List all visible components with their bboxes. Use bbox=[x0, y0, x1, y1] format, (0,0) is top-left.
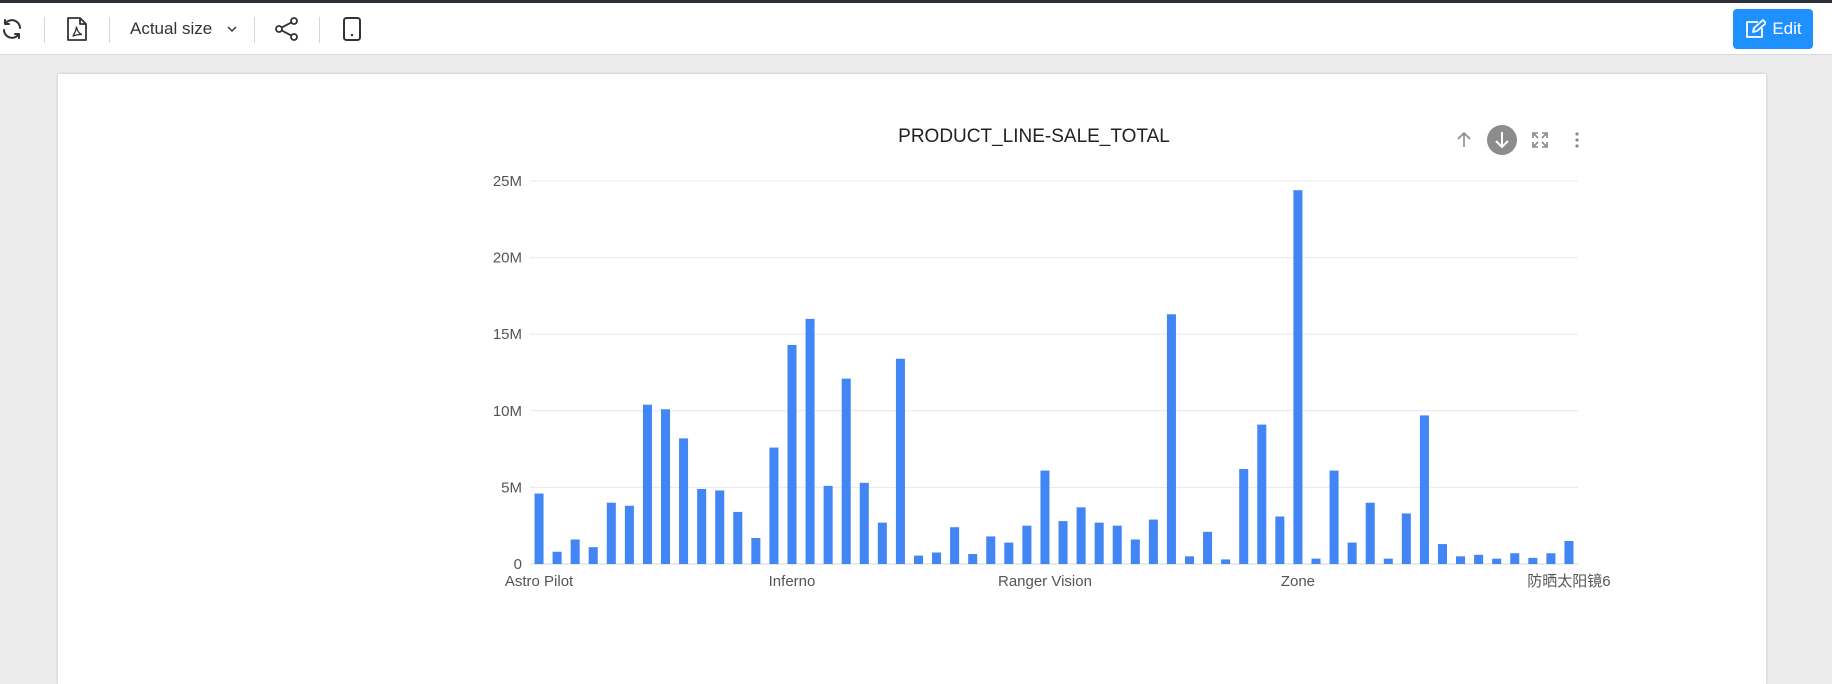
toolbar: Actual size Edit bbox=[0, 3, 1832, 55]
bar[interactable] bbox=[1293, 190, 1303, 564]
x-tick-label: Astro Pilot bbox=[505, 573, 574, 590]
pdf-icon[interactable] bbox=[63, 15, 91, 43]
bar[interactable] bbox=[1094, 522, 1104, 564]
bar[interactable] bbox=[1383, 558, 1393, 564]
y-tick-label: 25M bbox=[493, 173, 522, 190]
chart-title: PRODUCT_LINE-SALE_TOTAL bbox=[898, 126, 1170, 147]
edit-button-label: Edit bbox=[1772, 19, 1802, 38]
bar[interactable] bbox=[1257, 424, 1267, 564]
bar[interactable] bbox=[1347, 542, 1357, 564]
bar[interactable] bbox=[1275, 516, 1285, 564]
toolbar-divider bbox=[44, 17, 45, 43]
bar[interactable] bbox=[697, 488, 707, 564]
fullscreen-icon[interactable] bbox=[1525, 125, 1555, 155]
bar[interactable] bbox=[1040, 470, 1050, 564]
bar[interactable] bbox=[1004, 542, 1014, 564]
bar[interactable] bbox=[679, 438, 689, 564]
bar[interactable] bbox=[733, 511, 743, 564]
bar[interactable] bbox=[986, 536, 996, 564]
bar[interactable] bbox=[1076, 507, 1086, 564]
bar[interactable] bbox=[1456, 556, 1466, 564]
chevron-down-icon bbox=[225, 21, 239, 41]
report-canvas bbox=[58, 74, 1766, 684]
bar[interactable] bbox=[968, 554, 978, 564]
x-tick-label: Ranger Vision bbox=[998, 573, 1092, 590]
edit-icon bbox=[1744, 19, 1767, 39]
y-tick-label: 20M bbox=[493, 250, 522, 267]
y-tick-label: 0 bbox=[514, 556, 522, 573]
bar[interactable] bbox=[823, 485, 833, 564]
bar[interactable] bbox=[552, 551, 562, 564]
arrow-up-icon[interactable] bbox=[1449, 125, 1479, 155]
bar[interactable] bbox=[1166, 314, 1176, 564]
toolbar-divider bbox=[109, 17, 110, 43]
toolbar-divider bbox=[319, 17, 320, 43]
bar[interactable] bbox=[1221, 559, 1231, 564]
tablet-icon[interactable] bbox=[338, 15, 366, 43]
zoom-select[interactable]: Actual size bbox=[120, 15, 245, 43]
bar[interactable] bbox=[1419, 415, 1429, 564]
bar[interactable] bbox=[1329, 470, 1339, 564]
bar[interactable] bbox=[624, 505, 634, 564]
y-tick-label: 10M bbox=[493, 403, 522, 420]
bar[interactable] bbox=[1492, 558, 1502, 564]
x-tick-label: 防晒太阳镜6 bbox=[1527, 572, 1610, 590]
bar[interactable] bbox=[859, 482, 869, 564]
bar[interactable] bbox=[1437, 544, 1447, 564]
bar[interactable] bbox=[534, 493, 544, 564]
bar[interactable] bbox=[769, 447, 779, 564]
bar[interactable] bbox=[895, 358, 905, 564]
bar[interactable] bbox=[1239, 469, 1249, 564]
bar[interactable] bbox=[642, 404, 652, 564]
bar[interactable] bbox=[715, 490, 725, 564]
x-tick-label: Inferno bbox=[769, 573, 816, 590]
bar[interactable] bbox=[932, 552, 942, 564]
bar[interactable] bbox=[1401, 513, 1411, 564]
y-tick-label: 15M bbox=[493, 326, 522, 343]
share-icon[interactable] bbox=[273, 15, 301, 43]
bar[interactable] bbox=[950, 527, 960, 564]
bar[interactable] bbox=[877, 522, 887, 564]
bar[interactable] bbox=[1148, 519, 1158, 564]
bar[interactable] bbox=[1130, 539, 1140, 564]
zoom-select-label: Actual size bbox=[130, 19, 213, 38]
bar[interactable] bbox=[1022, 525, 1032, 564]
bar[interactable] bbox=[805, 318, 815, 564]
bar[interactable] bbox=[751, 537, 761, 564]
bar[interactable] bbox=[661, 409, 671, 564]
bar-chart: 0 5M 10M 15M 20M 25M Astro Pilot Inferno Ranger … bbox=[493, 173, 1611, 590]
bar[interactable] bbox=[570, 539, 580, 564]
bar[interactable] bbox=[913, 555, 923, 564]
bar[interactable] bbox=[1474, 554, 1484, 564]
bar[interactable] bbox=[1203, 531, 1213, 564]
arrow-down-circle-icon[interactable] bbox=[1487, 125, 1517, 155]
y-tick-label: 5M bbox=[501, 479, 522, 496]
bar[interactable] bbox=[841, 378, 851, 564]
refresh-icon[interactable] bbox=[0, 15, 26, 43]
bar[interactable] bbox=[588, 547, 598, 564]
bar[interactable] bbox=[1546, 553, 1556, 564]
bar[interactable] bbox=[1564, 541, 1574, 564]
window-top-border bbox=[0, 0, 1832, 3]
toolbar-divider bbox=[254, 17, 255, 43]
x-tick-label: Zone bbox=[1281, 573, 1315, 590]
bar[interactable] bbox=[787, 344, 797, 564]
bar[interactable] bbox=[1311, 558, 1321, 564]
bar[interactable] bbox=[1528, 557, 1538, 564]
bar[interactable] bbox=[1058, 521, 1068, 564]
bar-layer bbox=[534, 190, 1574, 564]
bar[interactable] bbox=[606, 502, 616, 564]
bar[interactable] bbox=[1365, 502, 1375, 564]
more-vertical-icon[interactable] bbox=[1562, 125, 1592, 155]
label-layer: 0 5M 10M 15M 20M 25M Astro Pilot Inferno Ranger … bbox=[493, 173, 1611, 590]
bar[interactable] bbox=[1510, 553, 1520, 564]
bar[interactable] bbox=[1112, 525, 1122, 564]
edit-button[interactable]: Edit bbox=[1733, 9, 1813, 49]
bar[interactable] bbox=[1185, 556, 1195, 564]
